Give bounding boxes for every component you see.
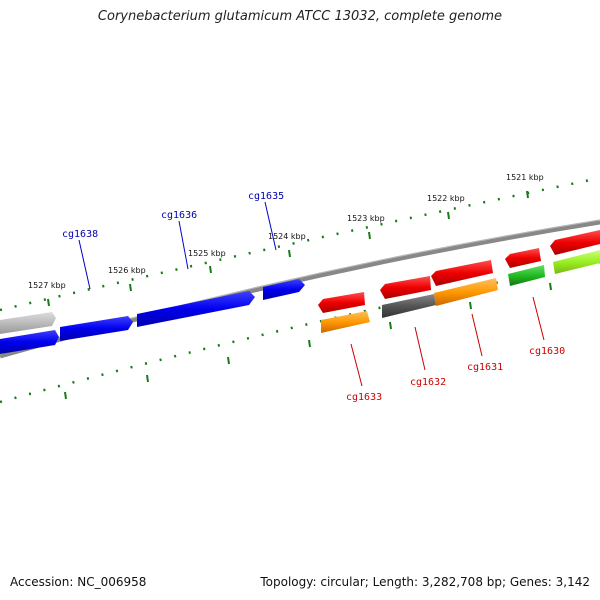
gene-label-cg1631[interactable]: cg1631: [467, 362, 503, 373]
map-title: Corynebacterium glutamicum ATCC 13032, c…: [97, 9, 503, 24]
gene-arrow-cg1638-left[interactable]: [0, 330, 59, 354]
gene-label-cg1630[interactable]: cg1630: [529, 346, 565, 357]
reverse-strand-genes: [318, 230, 600, 333]
topology-label: Topology: circular; Length: 3,282,708 bp…: [260, 575, 590, 589]
gene-leader-lines: [78, 201, 545, 387]
ruler-label-1522: 1522 kbp: [427, 194, 465, 203]
gene-arrow-cg1631-orange[interactable]: [434, 278, 498, 306]
gene-arrow-cg1633-red[interactable]: [318, 292, 365, 313]
gene-label-cg1635[interactable]: cg1635: [248, 191, 284, 202]
leader-cg1638: [78, 239, 91, 290]
gene-label-cg1633[interactable]: cg1633: [346, 392, 382, 403]
ruler-label-1524: 1524 kbp: [268, 232, 306, 241]
gene-label-cg1638[interactable]: cg1638: [62, 229, 98, 240]
gene-arrow-light-gray[interactable]: [0, 312, 56, 334]
gene-arrow-red-right[interactable]: [550, 230, 600, 255]
inner-ruler-major-ticks: [64, 282, 552, 400]
leader-cg1636: [178, 220, 189, 270]
outer-ruler-major-ticks: [47, 190, 529, 307]
leader-cg1630: [532, 296, 545, 341]
leader-cg1631: [471, 313, 483, 357]
gene-label-cg1632[interactable]: cg1632: [410, 377, 446, 388]
gene-arrow-lime-right[interactable]: [553, 250, 600, 274]
accession-label: Accession: NC_006958: [10, 575, 147, 589]
gene-label-cg1636[interactable]: cg1636: [161, 210, 197, 221]
gene-arrow-cg1635[interactable]: [263, 279, 305, 300]
ruler-label-1526: 1526 kbp: [108, 266, 146, 275]
ruler-label-1523: 1523 kbp: [347, 214, 385, 223]
gene-arrow-cg1632-dark[interactable]: [382, 294, 436, 318]
gene-arrow-cg1638[interactable]: [60, 316, 133, 341]
gene-arrow-cg1633-orange[interactable]: [321, 311, 370, 333]
ruler-label-1527: 1527 kbp: [28, 281, 66, 290]
leader-cg1635: [264, 201, 277, 251]
gene-arrow-cg1631-red[interactable]: [431, 260, 493, 286]
ruler-label-1521: 1521 kbp: [506, 173, 544, 182]
gene-arrow-cg1632-red[interactable]: [380, 276, 431, 299]
gene-arrow-cg1636[interactable]: [137, 291, 255, 327]
gene-arrow-cg1630-green[interactable]: [508, 265, 545, 286]
forward-strand-genes: [0, 279, 305, 354]
ruler-label-1525: 1525 kbp: [188, 249, 226, 258]
gene-arrow-cg1630-red[interactable]: [505, 248, 541, 268]
leader-cg1633: [350, 343, 363, 387]
leader-cg1632: [414, 326, 426, 371]
